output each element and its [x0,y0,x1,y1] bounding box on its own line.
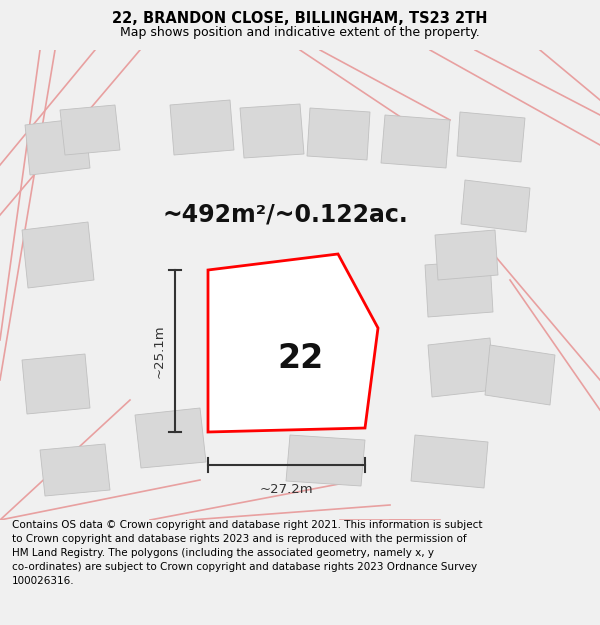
Text: ~27.2m: ~27.2m [260,483,313,496]
Polygon shape [428,338,494,397]
Polygon shape [286,435,365,486]
Polygon shape [411,435,488,488]
Polygon shape [265,305,340,370]
Polygon shape [425,260,493,317]
Text: 22, BRANDON CLOSE, BILLINGHAM, TS23 2TH: 22, BRANDON CLOSE, BILLINGHAM, TS23 2TH [112,11,488,26]
Polygon shape [208,254,378,432]
Polygon shape [170,100,234,155]
Polygon shape [40,444,110,496]
Polygon shape [22,222,94,288]
Polygon shape [60,105,120,155]
Text: ~25.1m: ~25.1m [152,324,166,378]
Polygon shape [457,112,525,162]
Polygon shape [461,180,530,232]
Polygon shape [307,108,370,160]
Text: ~492m²/~0.122ac.: ~492m²/~0.122ac. [162,203,408,227]
Text: Map shows position and indicative extent of the property.: Map shows position and indicative extent… [120,26,480,39]
Polygon shape [22,354,90,414]
Polygon shape [485,345,555,405]
Polygon shape [25,118,90,175]
Polygon shape [240,104,304,158]
Polygon shape [135,408,206,468]
Text: Contains OS data © Crown copyright and database right 2021. This information is : Contains OS data © Crown copyright and d… [12,520,482,586]
Polygon shape [381,115,450,168]
Polygon shape [435,230,498,280]
Text: 22: 22 [277,341,323,374]
